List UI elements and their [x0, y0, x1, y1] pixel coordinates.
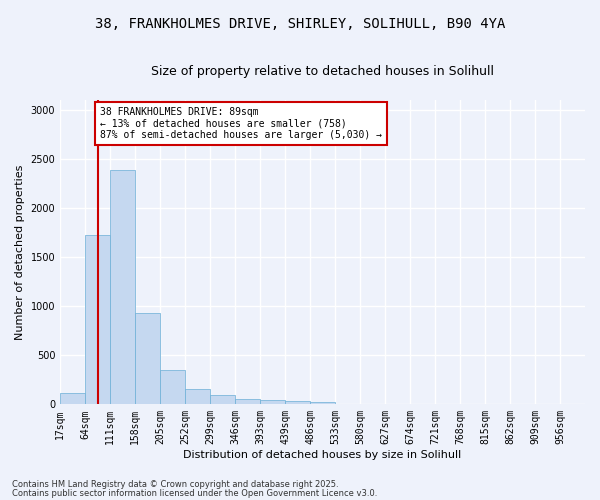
Bar — [160, 370, 185, 404]
Bar — [110, 170, 135, 404]
Bar — [285, 402, 310, 404]
Text: Contains HM Land Registry data © Crown copyright and database right 2025.: Contains HM Land Registry data © Crown c… — [12, 480, 338, 489]
Bar — [60, 392, 85, 404]
Bar — [85, 236, 110, 404]
X-axis label: Distribution of detached houses by size in Solihull: Distribution of detached houses by size … — [184, 450, 462, 460]
Bar — [135, 313, 160, 404]
Bar — [185, 389, 210, 404]
Y-axis label: Number of detached properties: Number of detached properties — [15, 164, 25, 340]
Text: 38, FRANKHOLMES DRIVE, SHIRLEY, SOLIHULL, B90 4YA: 38, FRANKHOLMES DRIVE, SHIRLEY, SOLIHULL… — [95, 18, 505, 32]
Bar — [235, 399, 260, 404]
Bar — [260, 400, 285, 404]
Text: 38 FRANKHOLMES DRIVE: 89sqm
← 13% of detached houses are smaller (758)
87% of se: 38 FRANKHOLMES DRIVE: 89sqm ← 13% of det… — [100, 107, 382, 140]
Bar — [210, 396, 235, 404]
Bar — [310, 402, 335, 404]
Title: Size of property relative to detached houses in Solihull: Size of property relative to detached ho… — [151, 65, 494, 78]
Text: Contains public sector information licensed under the Open Government Licence v3: Contains public sector information licen… — [12, 488, 377, 498]
